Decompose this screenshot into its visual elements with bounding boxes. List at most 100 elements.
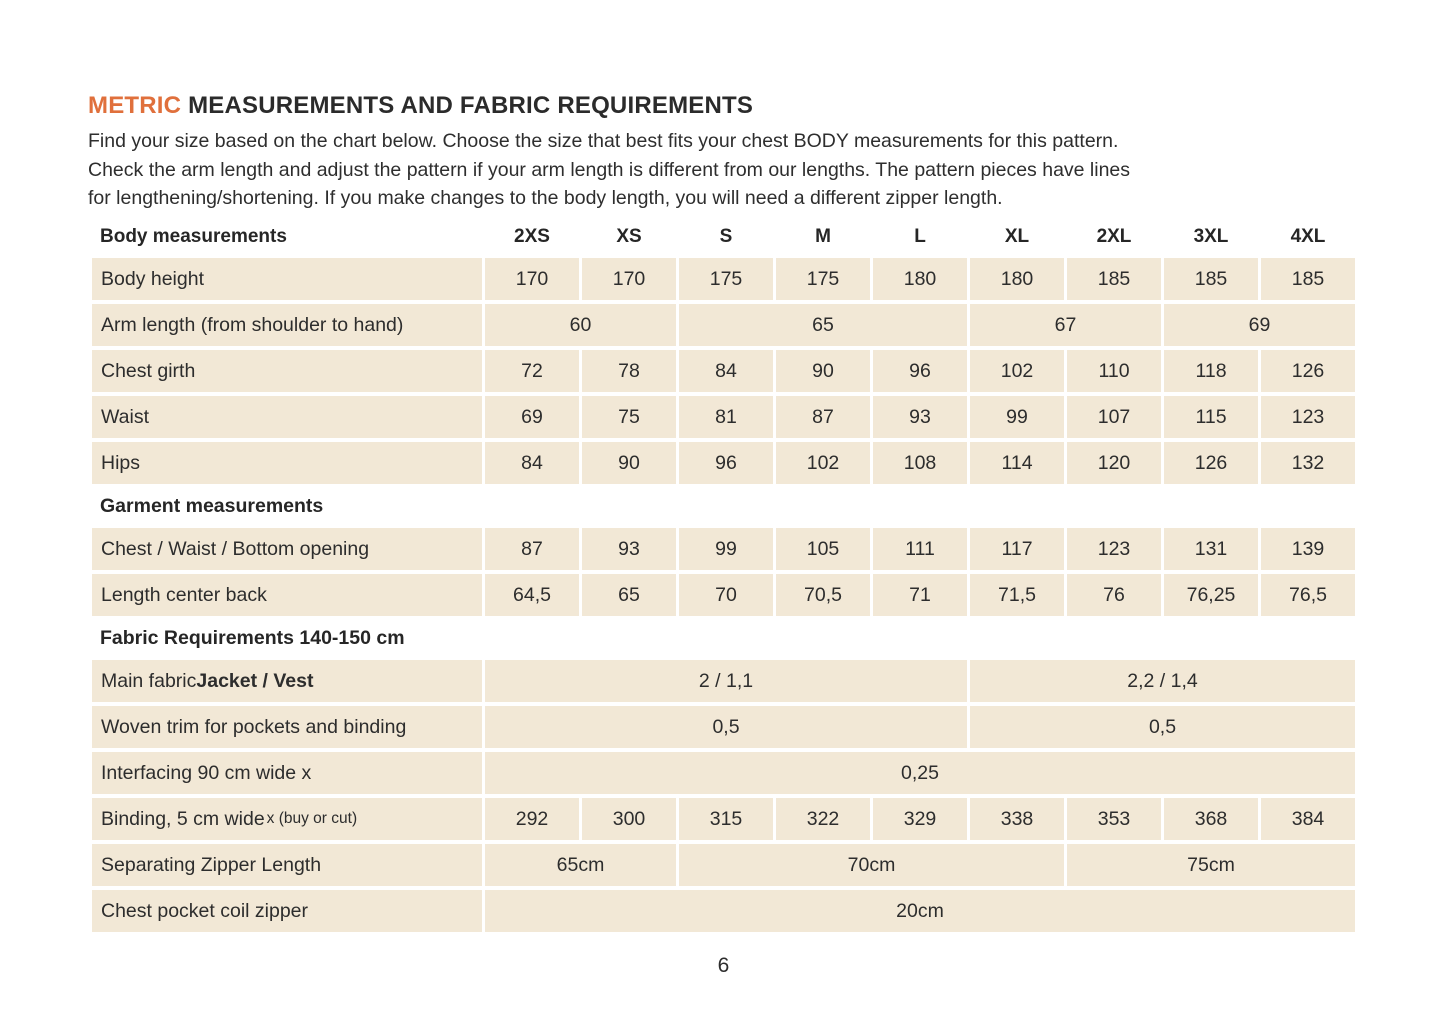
measurement-cell: 70cm <box>679 844 1064 886</box>
row-label-text: Binding, 5 cm wide <box>101 807 265 830</box>
title-rest: MEASUREMENTS AND FABRIC REQUIREMENTS <box>181 92 754 119</box>
measurement-cell: 126 <box>1261 350 1355 392</box>
measurement-cell: 175 <box>679 258 773 300</box>
row-label-text: Jacket / Vest <box>196 669 314 692</box>
measurement-cell: 20cm <box>485 890 1355 932</box>
size-table: Body measurements 2XS XS S M L XL 2XL 3XL 4XL Body… <box>92 221 1355 936</box>
intro-paragraph: Find your size based on the chart below.… <box>88 127 1130 213</box>
row-label-text: Main fabric <box>101 669 197 692</box>
measurement-cell: 0,5 <box>970 706 1355 748</box>
table-row: Length center back 64,5 65 70 70,5 71 71,5 76 76… <box>92 574 1355 616</box>
measurement-cell: 70,5 <box>776 574 870 616</box>
measurement-cell: 70 <box>679 574 773 616</box>
measurement-cell: 84 <box>679 350 773 392</box>
measurement-cell: 105 <box>776 528 870 570</box>
table-row: Woven trim for pockets and binding 0,5 0,5 <box>92 706 1355 748</box>
row-label-text: Waist <box>101 405 150 428</box>
measurement-cell: 126 <box>1164 442 1258 484</box>
section-header-label: Fabric Requirements 140-150 cm <box>100 626 405 649</box>
measurement-cell: 338 <box>970 798 1064 840</box>
measurement-cell: 0,5 <box>485 706 967 748</box>
intro-line: Find your size based on the chart below.… <box>88 130 1119 152</box>
row-label-text: x (buy or cut) <box>266 810 358 827</box>
intro-line: Check the arm length and adjust the patt… <box>88 158 1131 181</box>
measurement-cell: 102 <box>776 442 870 484</box>
measurement-cell: 118 <box>1164 350 1258 392</box>
title-accent: METRIC <box>88 92 182 119</box>
measurement-cell: 329 <box>873 798 967 840</box>
measurement-cell: 384 <box>1261 798 1355 840</box>
table-header-row: Body measurements 2XS XS S M L XL 2XL 3XL 4XL <box>92 221 1355 248</box>
page-title: METRIC MEASUREMENTS AND FABRIC REQUIREME… <box>88 92 753 120</box>
row-label-text: Chest girth <box>101 359 196 382</box>
measurement-cell: 75 <box>582 396 676 438</box>
row-label-text: Chest / Waist / Bottom opening <box>101 537 370 560</box>
table-row: Body height 170 170 175 175 180 180 185 185 185 <box>92 258 1355 300</box>
measurement-cell: 71 <box>873 574 967 616</box>
size-column-header: M <box>815 226 831 247</box>
row-label-text: Interfacing 90 cm wide x <box>101 761 312 784</box>
section-header-label: Garment measurements <box>100 494 324 517</box>
row-label: Interfacing 90 cm wide x <box>92 752 482 794</box>
row-label: Length center back <box>92 574 482 616</box>
row-label-text: Body height <box>101 267 204 290</box>
size-column-header: 4XL <box>1290 226 1326 247</box>
measurement-cell: 102 <box>970 350 1064 392</box>
table-row: Arm length (from shoulder to hand) 60 65 67… <box>92 304 1355 346</box>
row-label-text: Length center back <box>101 583 267 606</box>
measurement-cell: 114 <box>970 442 1064 484</box>
measurement-cell: 131 <box>1164 528 1258 570</box>
measurement-cell: 64,5 <box>485 574 579 616</box>
measurement-cell: 108 <box>873 442 967 484</box>
measurement-cell: 115 <box>1164 396 1258 438</box>
measurement-cell: 120 <box>1067 442 1161 484</box>
row-label: Hips <box>92 442 482 484</box>
measurement-cell: 96 <box>873 350 967 392</box>
measurement-cell: 315 <box>679 798 773 840</box>
row-label: Woven trim for pockets and binding <box>92 706 482 748</box>
row-label: Separating Zipper Length <box>92 844 482 886</box>
measurement-cell: 96 <box>679 442 773 484</box>
measurement-cell: 111 <box>873 528 967 570</box>
row-label: Chest / Waist / Bottom opening <box>92 528 482 570</box>
measurement-cell: 76,25 <box>1164 574 1258 616</box>
size-column-header: S <box>719 226 733 247</box>
measurement-cell: 180 <box>970 258 1064 300</box>
measurement-cell: 90 <box>776 350 870 392</box>
measurement-cell: 65 <box>679 304 967 346</box>
measurement-cell: 78 <box>582 350 676 392</box>
measurement-cell: 117 <box>970 528 1064 570</box>
row-label-text: Arm length (from shoulder to hand) <box>101 313 404 336</box>
measurement-cell: 292 <box>485 798 579 840</box>
row-label-text: Woven trim for pockets and binding <box>101 715 407 738</box>
measurement-cell: 69 <box>485 396 579 438</box>
page-number: 6 <box>717 954 730 977</box>
measurement-cell: 132 <box>1261 442 1355 484</box>
measurement-cell: 170 <box>485 258 579 300</box>
table-row: Hips 84 90 96 102 108 114 120 126 132 <box>92 442 1355 484</box>
size-column-header: XL <box>1004 226 1030 247</box>
measurement-cell: 90 <box>582 442 676 484</box>
measurement-cell: 93 <box>582 528 676 570</box>
row-label: Binding, 5 cm wide x (buy or cut) <box>92 798 482 840</box>
row-label: Chest pocket coil zipper <box>92 890 482 932</box>
row-label-text: Chest pocket coil zipper <box>101 899 309 922</box>
measurement-cell: 81 <box>679 396 773 438</box>
measurement-cell: 0,25 <box>485 752 1355 794</box>
measurement-cell: 67 <box>970 304 1161 346</box>
table-row: Chest girth 72 78 84 90 96 102 110 118 126 <box>92 350 1355 392</box>
measurement-cell: 93 <box>873 396 967 438</box>
measurement-cell: 72 <box>485 350 579 392</box>
measurement-cell: 185 <box>1067 258 1161 300</box>
section-header-row: Garment measurements <box>92 488 1355 524</box>
measurement-cell: 60 <box>485 304 676 346</box>
table-row: Interfacing 90 cm wide x 0,25 <box>92 752 1355 794</box>
size-column-header: 2XS <box>514 226 550 247</box>
row-label: Arm length (from shoulder to hand) <box>92 304 482 346</box>
size-column-header: 3XL <box>1193 226 1229 247</box>
measurement-cell: 75cm <box>1067 844 1355 886</box>
measurement-cell: 107 <box>1067 396 1161 438</box>
measurement-cell: 87 <box>776 396 870 438</box>
measurement-cell: 368 <box>1164 798 1258 840</box>
